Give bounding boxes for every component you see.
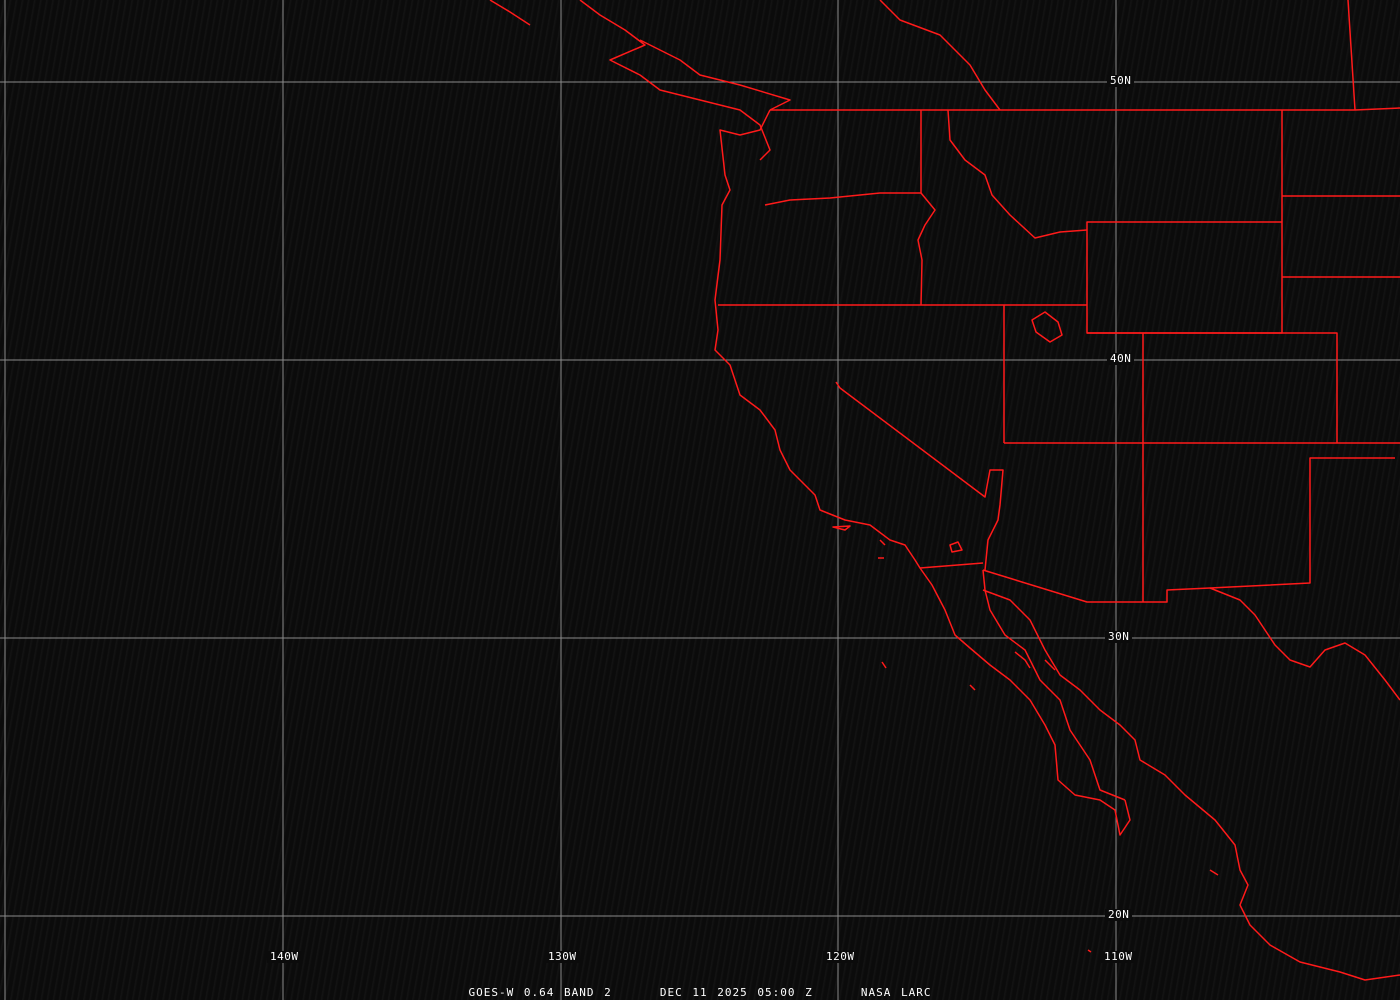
lat-label-20n: 20N: [1105, 909, 1133, 921]
canada-us-border: [770, 107, 1400, 111]
us-west-coast: [714, 109, 1131, 836]
caption-datetime: DEC 11 2025 05:00 Z: [659, 986, 813, 999]
id-mt-border: [947, 109, 1088, 239]
or-id-border: [917, 192, 936, 306]
lon-label-140w: 140W: [267, 951, 302, 963]
dakotas-borders: [1282, 195, 1400, 278]
lat-label-50n: 50N: [1107, 75, 1135, 87]
caption-satellite: GOES-W 0.64 BAND 2: [468, 986, 612, 999]
image-caption: GOES-W 0.64 BAND 2 DEC 11 2025 05:00 Z N…: [0, 986, 1400, 999]
lon-label-120w: 120W: [823, 951, 858, 963]
wa-or-border: [764, 192, 921, 206]
lon-label-110w: 110W: [1101, 951, 1136, 963]
baja-east-coast: [982, 569, 1126, 801]
ca-nv-border: [835, 381, 1004, 571]
mexico-mainland-coast: [982, 589, 1400, 981]
caption-source: NASA LARC: [860, 986, 932, 999]
rio-grande: [1209, 587, 1400, 701]
islands: [832, 525, 1219, 953]
az-mexico-border: [982, 457, 1395, 603]
canada-border-north: [879, 0, 1356, 111]
lat-label-30n: 30N: [1105, 631, 1133, 643]
lon-label-130w: 130W: [545, 951, 580, 963]
great-salt-lake: [1031, 311, 1063, 343]
ca-mexico-border: [919, 562, 984, 569]
salton-sea: [949, 541, 963, 553]
ut-co-borders: [1087, 332, 1338, 602]
bc-coast: [489, 0, 791, 161]
lat-label-40n: 40N: [1107, 353, 1135, 365]
coastlines-and-borders: [489, 0, 1400, 981]
